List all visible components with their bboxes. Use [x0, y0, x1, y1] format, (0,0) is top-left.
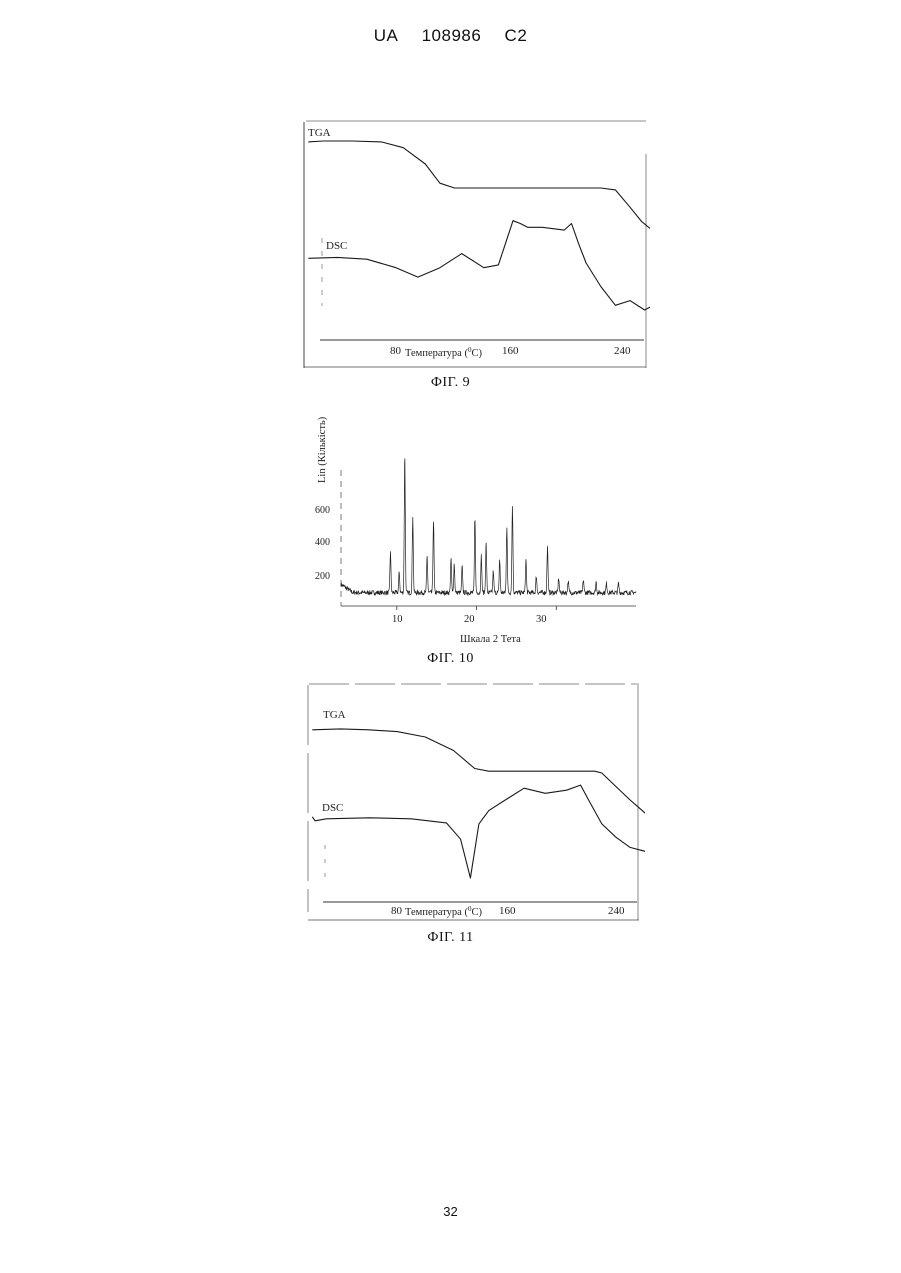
x-tick-160: 160: [502, 345, 519, 357]
figure-9: TGA DSC 80 Температура (0C) 160 240: [300, 118, 650, 370]
tga-label: TGA: [323, 709, 346, 721]
x-axis-label: Температура (0C): [405, 905, 482, 918]
dsc-curve: [308, 221, 650, 310]
y-tick-200: 200: [315, 571, 330, 582]
x-tick-240: 240: [614, 345, 631, 357]
figure-9-caption: ФІГ. 9: [0, 375, 901, 391]
page-number: 32: [0, 1204, 901, 1219]
tga-curve: [308, 141, 650, 231]
y-tick-600: 600: [315, 505, 330, 516]
figure-10: Lin (Кількість) 600 400 200 10 20 30 Шка…: [300, 400, 645, 650]
tga-label: TGA: [308, 127, 331, 139]
y-tick-400: 400: [315, 537, 330, 548]
x-tick-20: 20: [464, 614, 475, 625]
x-axis-label-unit: C): [471, 907, 482, 918]
patent-number: 108986: [422, 26, 482, 45]
dsc-label: DSC: [322, 802, 343, 814]
tga-curve: [312, 729, 645, 814]
x-axis-label: Шкала 2 Тета: [460, 634, 521, 645]
x-tick-80: 80: [391, 905, 403, 917]
x-axis-label-text: Температура (: [405, 348, 468, 359]
figure-11-series: [312, 729, 645, 878]
figure-9-chart: TGA DSC 80 Температура (0C) 160 240: [300, 118, 650, 370]
figure-11-caption: ФІГ. 11: [0, 930, 901, 946]
x-tick-160: 160: [499, 905, 516, 917]
figure-9-series: [308, 141, 650, 310]
x-tick-marks: [397, 606, 556, 610]
figure-11-chart: TGA DSC 80 Температура (0C) 160 240: [305, 680, 645, 926]
y-axis-label: Lin (Кількість): [317, 416, 328, 483]
patent-office: UA: [374, 26, 399, 45]
x-tick-240: 240: [608, 905, 625, 917]
patent-header: UA 108986 C2: [0, 26, 901, 46]
figure-10-chart: Lin (Кількість) 600 400 200 10 20 30 Шка…: [300, 400, 645, 650]
figure-10-caption: ФІГ. 10: [0, 651, 901, 667]
dsc-curve: [312, 785, 645, 878]
xrd-pattern: [341, 458, 636, 595]
patent-kind: C2: [505, 26, 528, 45]
x-axis-label-text: Температура (: [405, 907, 468, 918]
x-tick-30: 30: [536, 614, 547, 625]
dsc-label: DSC: [326, 240, 347, 252]
x-tick-10: 10: [392, 614, 403, 625]
y-ticks: 600 400 200: [315, 505, 330, 582]
x-axis-label-unit: C): [471, 348, 482, 359]
figure-11: TGA DSC 80 Температура (0C) 160 240: [305, 680, 645, 926]
x-tick-80: 80: [390, 345, 402, 357]
x-axis-label: Температура (0C): [405, 346, 482, 359]
